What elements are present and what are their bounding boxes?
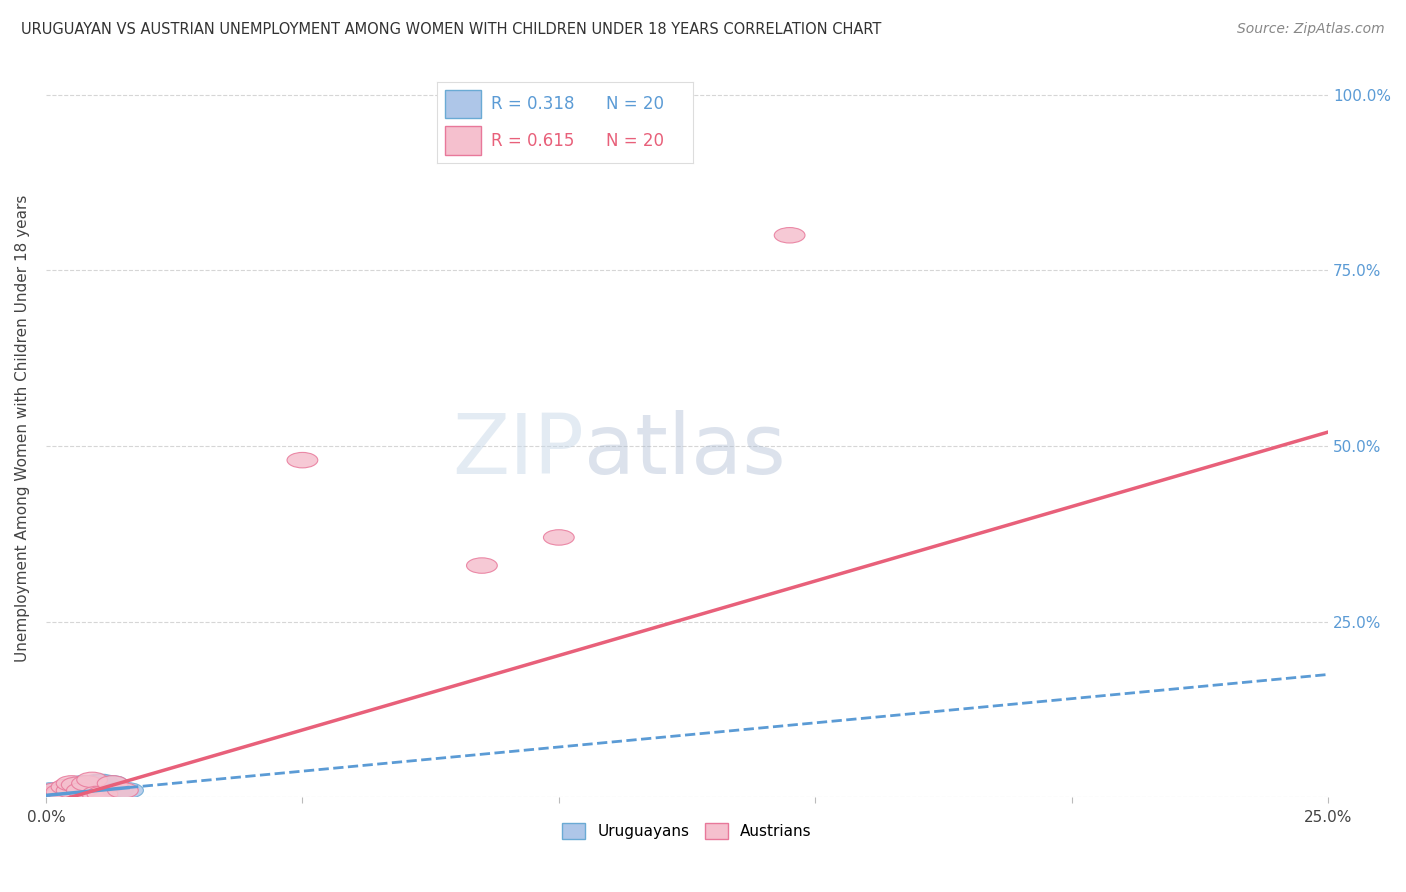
Ellipse shape	[66, 782, 97, 798]
Ellipse shape	[35, 786, 66, 802]
Ellipse shape	[46, 784, 77, 799]
Ellipse shape	[112, 782, 143, 798]
Ellipse shape	[87, 774, 118, 789]
Ellipse shape	[287, 452, 318, 468]
Ellipse shape	[62, 780, 93, 795]
Ellipse shape	[107, 782, 138, 798]
Legend: Uruguayans, Austrians: Uruguayans, Austrians	[557, 817, 818, 845]
Text: URUGUAYAN VS AUSTRIAN UNEMPLOYMENT AMONG WOMEN WITH CHILDREN UNDER 18 YEARS CORR: URUGUAYAN VS AUSTRIAN UNEMPLOYMENT AMONG…	[21, 22, 882, 37]
Ellipse shape	[82, 774, 112, 789]
Ellipse shape	[97, 776, 128, 791]
Ellipse shape	[97, 776, 128, 791]
Ellipse shape	[56, 776, 87, 791]
Ellipse shape	[46, 786, 77, 802]
Ellipse shape	[41, 786, 72, 802]
Ellipse shape	[35, 786, 66, 802]
Ellipse shape	[56, 781, 87, 797]
Text: Source: ZipAtlas.com: Source: ZipAtlas.com	[1237, 22, 1385, 37]
Ellipse shape	[56, 782, 87, 798]
Ellipse shape	[467, 558, 498, 574]
Ellipse shape	[46, 784, 77, 799]
Ellipse shape	[41, 786, 72, 802]
Ellipse shape	[35, 782, 66, 798]
Ellipse shape	[56, 786, 87, 802]
Ellipse shape	[46, 786, 77, 802]
Ellipse shape	[62, 777, 93, 792]
Ellipse shape	[72, 776, 103, 791]
Ellipse shape	[66, 776, 97, 791]
Text: atlas: atlas	[585, 410, 786, 491]
Text: ZIP: ZIP	[453, 410, 585, 491]
Ellipse shape	[66, 782, 97, 798]
Ellipse shape	[62, 777, 93, 792]
Ellipse shape	[51, 782, 82, 798]
Ellipse shape	[82, 786, 112, 802]
Ellipse shape	[77, 776, 107, 791]
Ellipse shape	[77, 772, 107, 788]
Ellipse shape	[41, 782, 72, 798]
Ellipse shape	[103, 782, 134, 798]
Ellipse shape	[51, 780, 82, 795]
Ellipse shape	[775, 227, 806, 243]
Ellipse shape	[51, 786, 82, 802]
Ellipse shape	[72, 776, 103, 791]
Ellipse shape	[87, 786, 118, 802]
Ellipse shape	[544, 530, 574, 545]
Y-axis label: Unemployment Among Women with Children Under 18 years: Unemployment Among Women with Children U…	[15, 194, 30, 662]
